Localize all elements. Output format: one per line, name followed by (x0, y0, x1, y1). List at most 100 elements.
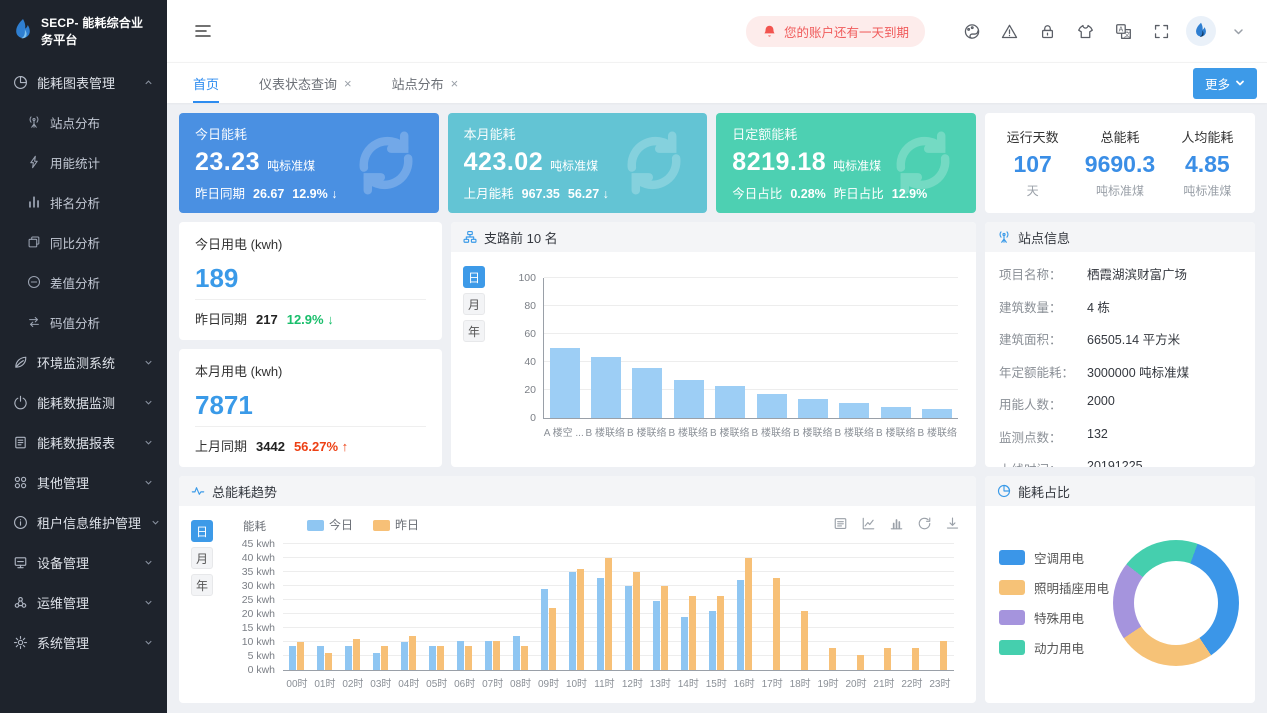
legend-label: 照明插座用电 (1034, 582, 1110, 596)
x-tick-label: 05时 (426, 679, 448, 690)
gridline (544, 361, 958, 362)
legend-swatch (307, 520, 324, 532)
legend-label: 动力用电 (1034, 642, 1085, 656)
warning-icon[interactable] (1001, 23, 1018, 40)
period-toggle-月[interactable]: 月 (191, 547, 213, 569)
branch-panel-title: 支路前 10 名 (484, 230, 558, 246)
download-icon[interactable] (945, 516, 960, 531)
data-view-icon[interactable] (833, 516, 848, 531)
sidebar-item-租户信息维护管理[interactable]: 租户信息维护管理 (0, 502, 167, 542)
site-info-title: 站点信息 (1018, 230, 1071, 246)
recycle-watermark-icon (347, 124, 425, 202)
legend-swatch (373, 520, 391, 532)
x-tick-label: A 楼空 ... (543, 428, 584, 439)
pie-panel-header: 能耗占比 (985, 476, 1255, 506)
x-tick-label: 12时 (621, 679, 643, 690)
sidebar-subitem-同比分析[interactable]: 同比分析 (0, 222, 167, 262)
bar-今日 (569, 572, 576, 670)
y-tick-label: 30 kwh (241, 580, 275, 592)
y-tick-label: 0 kwh (247, 664, 275, 676)
sidebar-item-label: 环境监测系统 (37, 355, 116, 371)
y-tick-label: 10 kwh (241, 636, 275, 648)
trend-x-axis-labels: 00时 01时 02时 03时 04时 05时 06时 07时 08时 09时 10时 11时 12时 1… (283, 675, 954, 690)
period-toggle-月[interactable]: 月 (463, 293, 485, 315)
trend-period-toggle: 日月年 (191, 520, 213, 596)
usage-column: 今日用电 (kwh) 189 昨日同期 217 12.9% ↓ 本月用电 (kwh) 787… (179, 222, 442, 467)
account-expiry-alert[interactable]: 您的账户还有一天到期 (745, 15, 925, 47)
sidebar-item-环境监测系统[interactable]: 环境监测系统 (0, 342, 167, 382)
fullscreen-icon[interactable] (1153, 23, 1170, 40)
period-toggle-年[interactable]: 年 (191, 574, 213, 596)
sidebar-subitem-label: 排名分析 (50, 196, 101, 211)
collapse-sidebar-icon[interactable] (193, 21, 213, 41)
y-tick-label: 45 kwh (241, 538, 275, 550)
gridline (544, 305, 958, 306)
sidebar-item-能耗图表管理[interactable]: 能耗图表管理 (0, 62, 167, 102)
gridline (283, 599, 954, 600)
bar-group-05时 (423, 544, 451, 670)
theme-palette-icon[interactable] (963, 23, 980, 40)
tab-站点分布[interactable]: 站点分布 × (392, 63, 459, 103)
sidebar-item-系统管理[interactable]: 系统管理 (0, 622, 167, 662)
sidebar-subitem-label: 码值分析 (50, 316, 101, 331)
sidebar-subitem-用能统计[interactable]: 用能统计 (0, 142, 167, 182)
gridline (283, 655, 954, 656)
period-toggle-年[interactable]: 年 (463, 320, 485, 342)
site-info-label: 建筑面积： (999, 333, 1062, 347)
sidebar-subitem-排名分析[interactable]: 排名分析 (0, 182, 167, 222)
svg-text:文: 文 (1124, 29, 1131, 38)
x-tick-label: 07时 (482, 679, 504, 690)
sidebar-item-能耗数据监测[interactable]: 能耗数据监测 (0, 382, 167, 422)
user-menu-chevron-down-icon[interactable] (1232, 25, 1245, 38)
bar-昨日 (884, 647, 892, 670)
sidebar-item-设备管理[interactable]: 设备管理 (0, 542, 167, 582)
bar-chart-icon[interactable] (889, 516, 904, 531)
y-tick-label: 40 kwh (241, 552, 275, 564)
more-button-label: 更多 (1204, 77, 1230, 92)
bar-group-18时 (786, 544, 814, 670)
report-icon (13, 435, 28, 450)
tab-首页[interactable]: 首页 (193, 63, 220, 103)
more-button[interactable]: 更多 (1192, 67, 1257, 99)
sidebar-item-其他管理[interactable]: 其他管理 (0, 462, 167, 502)
bar-昨日 (912, 647, 920, 670)
skin-icon[interactable] (1077, 23, 1094, 40)
lock-icon[interactable] (1039, 23, 1056, 40)
refresh-icon[interactable] (917, 516, 932, 531)
stat-footer-value: 967.35 (521, 187, 560, 201)
pie-legend-item-动力用电[interactable]: 动力用电 (999, 638, 1109, 657)
bar-B 楼联络 (839, 402, 870, 418)
sidebar-item-运维管理[interactable]: 运维管理 (0, 582, 167, 622)
tab-close-icon[interactable]: × (344, 75, 352, 91)
pie-legend-item-空调用电[interactable]: 空调用电 (999, 548, 1109, 567)
bar-昨日 (493, 640, 501, 670)
legend-item-昨日[interactable]: 昨日 (373, 516, 419, 533)
gridline (544, 389, 958, 390)
legend-item-今日[interactable]: 今日 (307, 516, 353, 533)
bar-group-11时 (590, 544, 618, 670)
user-avatar[interactable] (1186, 16, 1216, 46)
period-toggle-日[interactable]: 日 (191, 520, 213, 542)
sidebar-item-能耗数据报表[interactable]: 能耗数据报表 (0, 422, 167, 462)
bar-今日 (680, 616, 688, 670)
bar-group-08时 (507, 544, 535, 670)
site-info-row: 项目名称： 栖霞湖滨财富广场 (999, 264, 1241, 283)
tab-仪表状态查询[interactable]: 仪表状态查询 × (259, 63, 352, 103)
sidebar-subitem-差值分析[interactable]: 差值分析 (0, 262, 167, 302)
usage-title: 本月用电 (kwh) (195, 364, 283, 379)
sidebar-subitem-站点分布[interactable]: 站点分布 (0, 102, 167, 142)
summary-label: 总能耗 (1100, 130, 1140, 145)
usage-compare-label: 昨日同期 (195, 312, 248, 327)
pie-legend-item-特殊用电[interactable]: 特殊用电 (999, 608, 1109, 627)
pie-legend-item-照明插座用电[interactable]: 照明插座用电 (999, 578, 1109, 597)
sidebar-subitem-码值分析[interactable]: 码值分析 (0, 302, 167, 342)
bell-icon (762, 24, 777, 39)
bar-昨日 (604, 558, 612, 670)
x-tick-label: B 楼联络 (793, 428, 833, 439)
stat-card-value-row: 8219.18 吨标准煤 (732, 148, 960, 177)
tab-close-icon[interactable]: × (450, 75, 459, 91)
line-chart-icon[interactable] (861, 516, 876, 531)
usage-box-本月用电 (kwh): 本月用电 (kwh) 7871 上月同期 3442 56.27% ↑ (179, 349, 442, 467)
period-toggle-日[interactable]: 日 (463, 266, 485, 288)
